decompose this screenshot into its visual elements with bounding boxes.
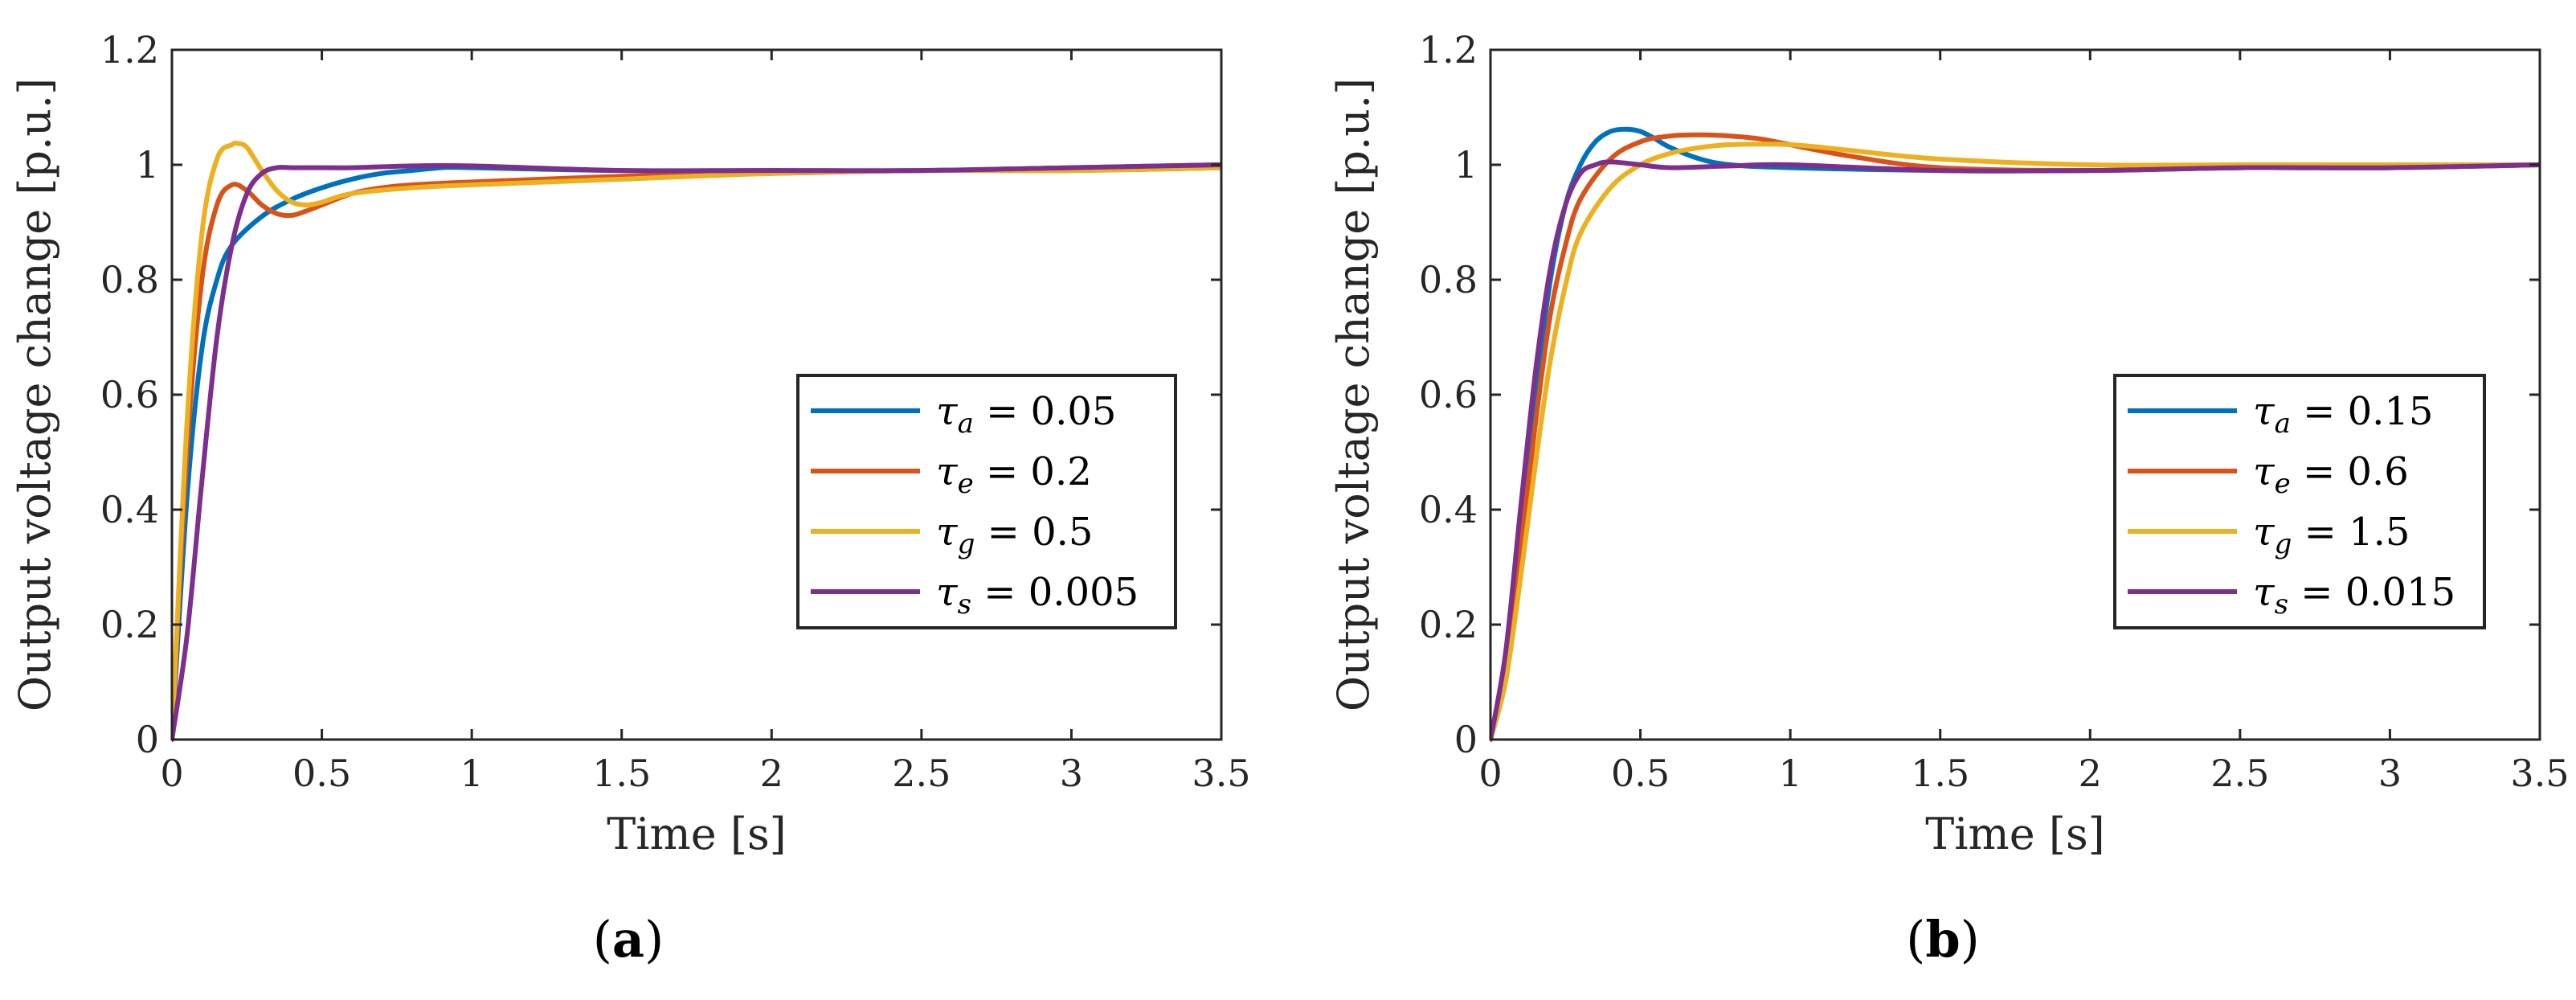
- legend-entry-g: τg = 1.5: [2128, 510, 2410, 560]
- x-tick-label: 1: [460, 752, 484, 795]
- x-tick-label: 1.5: [592, 752, 651, 795]
- panel-label-letter: b: [1925, 910, 1960, 969]
- legend-label-e: τe = 0.6: [2253, 449, 2409, 500]
- y-tick-label: 0.8: [1419, 258, 1478, 301]
- legend-subscript: a: [958, 408, 974, 440]
- y-tick-label: 1: [1454, 143, 1478, 186]
- legend-symbol: τ: [2253, 570, 2275, 615]
- chart-panel-a: 0 0.5 1 1.5 2 2.5 3 3.5 0 0.2 0.4 0.6 0.8 1 1.2 Time [s…: [10, 28, 1251, 969]
- legend-subscript: s: [2275, 588, 2288, 621]
- legend-symbol: τ: [936, 510, 959, 555]
- legend-symbol: τ: [936, 389, 959, 434]
- y-tick-label: 1.2: [100, 28, 159, 72]
- x-tick-label: 0.5: [1611, 752, 1670, 795]
- panel-label: (b): [1906, 910, 1980, 969]
- x-tick-label: 3: [1060, 752, 1083, 795]
- legend-symbol: τ: [2253, 389, 2275, 434]
- x-tick-label: 0: [1478, 752, 1502, 795]
- x-tick-label: 3.5: [1192, 752, 1250, 795]
- legend-value: = 0.6: [2291, 449, 2409, 494]
- legend-box: [796, 374, 1177, 629]
- legend-subscript: s: [958, 588, 971, 621]
- legend-entry-a: τa = 0.05: [811, 389, 1116, 440]
- legend-value: = 0.5: [975, 510, 1093, 555]
- x-tick-label: 1.5: [1911, 752, 1969, 795]
- y-tick-label: 1.2: [1419, 28, 1478, 72]
- y-tick-label: 0: [1454, 718, 1478, 761]
- x-tick-label: 1: [1779, 752, 1802, 795]
- x-tick-label: 3: [2378, 752, 2402, 795]
- panel-label: (a): [593, 910, 664, 969]
- legend-symbol: τ: [2253, 510, 2275, 555]
- x-tick-label: 2.5: [892, 752, 951, 795]
- legend-entry-a: τa = 0.15: [2128, 389, 2433, 440]
- panel-label-close: ): [644, 910, 664, 969]
- series-line-g: [1490, 141, 2540, 742]
- x-tick-label: 2.5: [2210, 752, 2269, 795]
- legend-label-g: τg = 1.5: [2253, 510, 2410, 560]
- y-tick-label: 1: [136, 143, 159, 186]
- y-tick-label: 0.4: [1419, 488, 1478, 531]
- legend-entry-s: τs = 0.005: [811, 570, 1139, 621]
- x-axis-label: Time [s]: [1925, 809, 2104, 859]
- legend-value: = 0.15: [2291, 389, 2434, 434]
- x-tick-label: 0: [160, 752, 183, 795]
- x-tick-label: 0.5: [292, 752, 351, 795]
- y-tick-label: 0.2: [1419, 603, 1478, 646]
- panel-label-letter: a: [612, 910, 644, 969]
- legend-entry-s: τs = 0.015: [2128, 570, 2455, 621]
- legend-entry-e: τe = 0.6: [2128, 449, 2409, 500]
- legend-label-e: τe = 0.2: [936, 449, 1092, 500]
- chart-panel-b: 0 0.5 1 1.5 2 2.5 3 3.5 0 0.2 0.4 0.6 0.8 1 1.2 Time [s…: [1328, 28, 2570, 969]
- y-tick-label: 0.6: [100, 373, 159, 416]
- legend-label-a: τa = 0.15: [2253, 389, 2433, 440]
- legend-subscript: g: [2275, 528, 2292, 560]
- series-group: [1490, 126, 2540, 742]
- x-tick-label: 2: [760, 752, 783, 795]
- legend-subscript: a: [2275, 408, 2291, 440]
- legend-label-a: τa = 0.05: [936, 389, 1116, 440]
- y-tick-label: 0.6: [1419, 373, 1478, 416]
- legend-subscript: e: [2275, 468, 2291, 500]
- y-tick-label: 0.2: [100, 603, 159, 646]
- legend-label-g: τg = 0.5: [936, 510, 1093, 560]
- legend-entry-e: τe = 0.2: [811, 449, 1092, 500]
- y-axis-label: Output voltage change [p.u.]: [1328, 78, 1379, 711]
- x-tick-label: 3.5: [2510, 752, 2569, 795]
- legend-entry-g: τg = 0.5: [811, 510, 1093, 560]
- legend-symbol: τ: [936, 570, 959, 615]
- x-tick-label: 2: [2079, 752, 2102, 795]
- y-tick-label: 0.8: [100, 258, 159, 301]
- panel-label-open: (: [1906, 910, 1925, 969]
- legend-value: = 0.05: [974, 389, 1117, 434]
- legend-box: [2113, 374, 2486, 629]
- series-line-s: [172, 162, 1221, 742]
- legend-subscript: e: [958, 468, 974, 500]
- legend-label-s: τs = 0.015: [2253, 570, 2455, 621]
- legend-value: = 1.5: [2292, 510, 2410, 555]
- legend-value: = 0.2: [974, 449, 1092, 494]
- legend-value: = 0.005: [971, 570, 1139, 615]
- panel-label-open: (: [593, 910, 612, 969]
- series-group: [172, 140, 1221, 742]
- x-axis-label: Time [s]: [607, 809, 786, 859]
- panel-label-close: ): [1961, 910, 1980, 969]
- legend-subscript: g: [958, 528, 975, 560]
- legend-symbol: τ: [2253, 449, 2275, 494]
- y-tick-label: 0.4: [100, 488, 159, 531]
- legend-value: = 0.015: [2288, 570, 2455, 615]
- legend-symbol: τ: [936, 449, 959, 494]
- series-line-s: [1490, 159, 2540, 742]
- y-tick-label: 0: [136, 718, 159, 761]
- y-axis-label: Output voltage change [p.u.]: [10, 78, 60, 711]
- legend-label-s: τs = 0.005: [936, 570, 1139, 621]
